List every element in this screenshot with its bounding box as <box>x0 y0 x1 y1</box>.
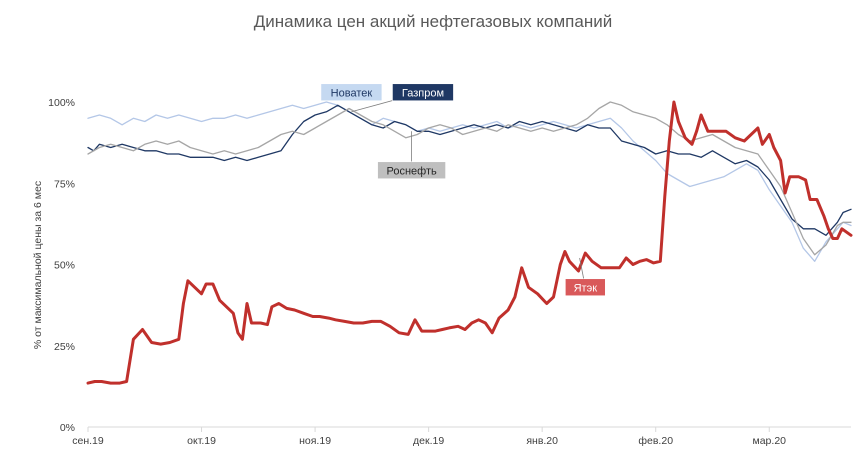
series-layer <box>86 100 853 385</box>
x-tick-label: дек.19 <box>413 435 444 447</box>
chart-title: Динамика цен акций нефтегазовых компаний <box>254 12 612 31</box>
callout-layer: Новатек Газпром Роснефть Ятэк <box>320 83 606 297</box>
x-tick-label: янв.20 <box>526 435 558 447</box>
series-name-label: Ятэк <box>574 282 598 294</box>
callout-box <box>392 83 454 102</box>
axes-layer: 0% 25% 50% 75% 100% сен.19 окт.19 ноя.19 дек.19 я… <box>48 97 851 447</box>
series-name-label: Роснефть <box>386 165 437 177</box>
series-name-label: Газпром <box>402 87 444 99</box>
x-tick-label: ноя.19 <box>299 435 331 447</box>
x-tick-label: окт.19 <box>187 435 216 447</box>
y-axis-label: % от максимальной цены за 6 мес <box>32 181 44 349</box>
callout-box <box>377 161 446 180</box>
series-name-label: Новатек <box>331 87 373 99</box>
callout-box <box>565 278 606 297</box>
y-tick-label: 0% <box>60 422 75 434</box>
x-tick-label: сен.19 <box>72 435 104 447</box>
y-tick-label: 25% <box>54 341 75 353</box>
series-line <box>86 100 853 385</box>
callout-box <box>320 83 383 102</box>
series-line <box>87 101 852 262</box>
y-tick-label: 100% <box>48 97 75 109</box>
series-line <box>87 104 852 236</box>
x-tick-label: мар.20 <box>753 435 787 447</box>
y-tick-label: 75% <box>54 178 75 190</box>
x-tick-label: фев.20 <box>638 435 673 447</box>
series-line <box>87 101 852 256</box>
y-tick-label: 50% <box>54 260 75 272</box>
